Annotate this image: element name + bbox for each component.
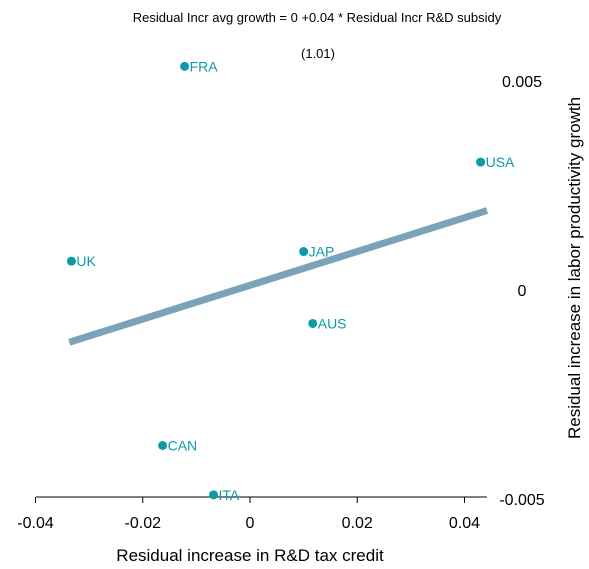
point-label-uk: UK xyxy=(76,253,96,269)
data-point-jap xyxy=(299,247,309,257)
point-label-fra: FRA xyxy=(190,58,219,74)
data-point-uk xyxy=(66,256,76,266)
x-tick-label: 0 xyxy=(246,515,255,532)
data-point-aus xyxy=(308,318,318,328)
y-tick-label: -0.005 xyxy=(499,492,544,509)
data-point-fra xyxy=(180,61,190,71)
y-tick-label: 0 xyxy=(518,283,527,300)
x-tick-label: -0.02 xyxy=(125,515,162,532)
fit-line xyxy=(68,207,489,346)
point-label-usa: USA xyxy=(486,154,515,170)
x-tick-label: 0.04 xyxy=(449,515,480,532)
data-point-can xyxy=(158,440,168,450)
point-label-aus: AUS xyxy=(318,315,347,331)
y-axis-title: Residual increase in labor productivity … xyxy=(565,97,584,439)
data-point-ita xyxy=(209,490,219,500)
y-axis: 0.005 0 -0.005 xyxy=(499,74,544,509)
point-label-ita: ITA xyxy=(219,487,240,503)
x-tick-label: 0.02 xyxy=(342,515,373,532)
fit-line-layer xyxy=(68,207,489,346)
chart-subtitle: (1.01) xyxy=(301,46,335,61)
x-axis-title: Residual increase in R&D tax credit xyxy=(116,546,384,565)
y-tick-label: 0.005 xyxy=(502,74,542,91)
chart-title: Residual Incr avg growth = 0 +0.04 * Res… xyxy=(133,10,502,25)
points-layer: FRA USA UK JAP AUS CAN ITA xyxy=(66,58,515,503)
x-tick-label: -0.04 xyxy=(17,515,54,532)
x-axis: -0.04 -0.02 0 0.02 0.04 xyxy=(17,496,487,532)
data-point-usa xyxy=(476,157,486,167)
point-label-can: CAN xyxy=(168,437,198,453)
point-label-jap: JAP xyxy=(309,244,335,260)
